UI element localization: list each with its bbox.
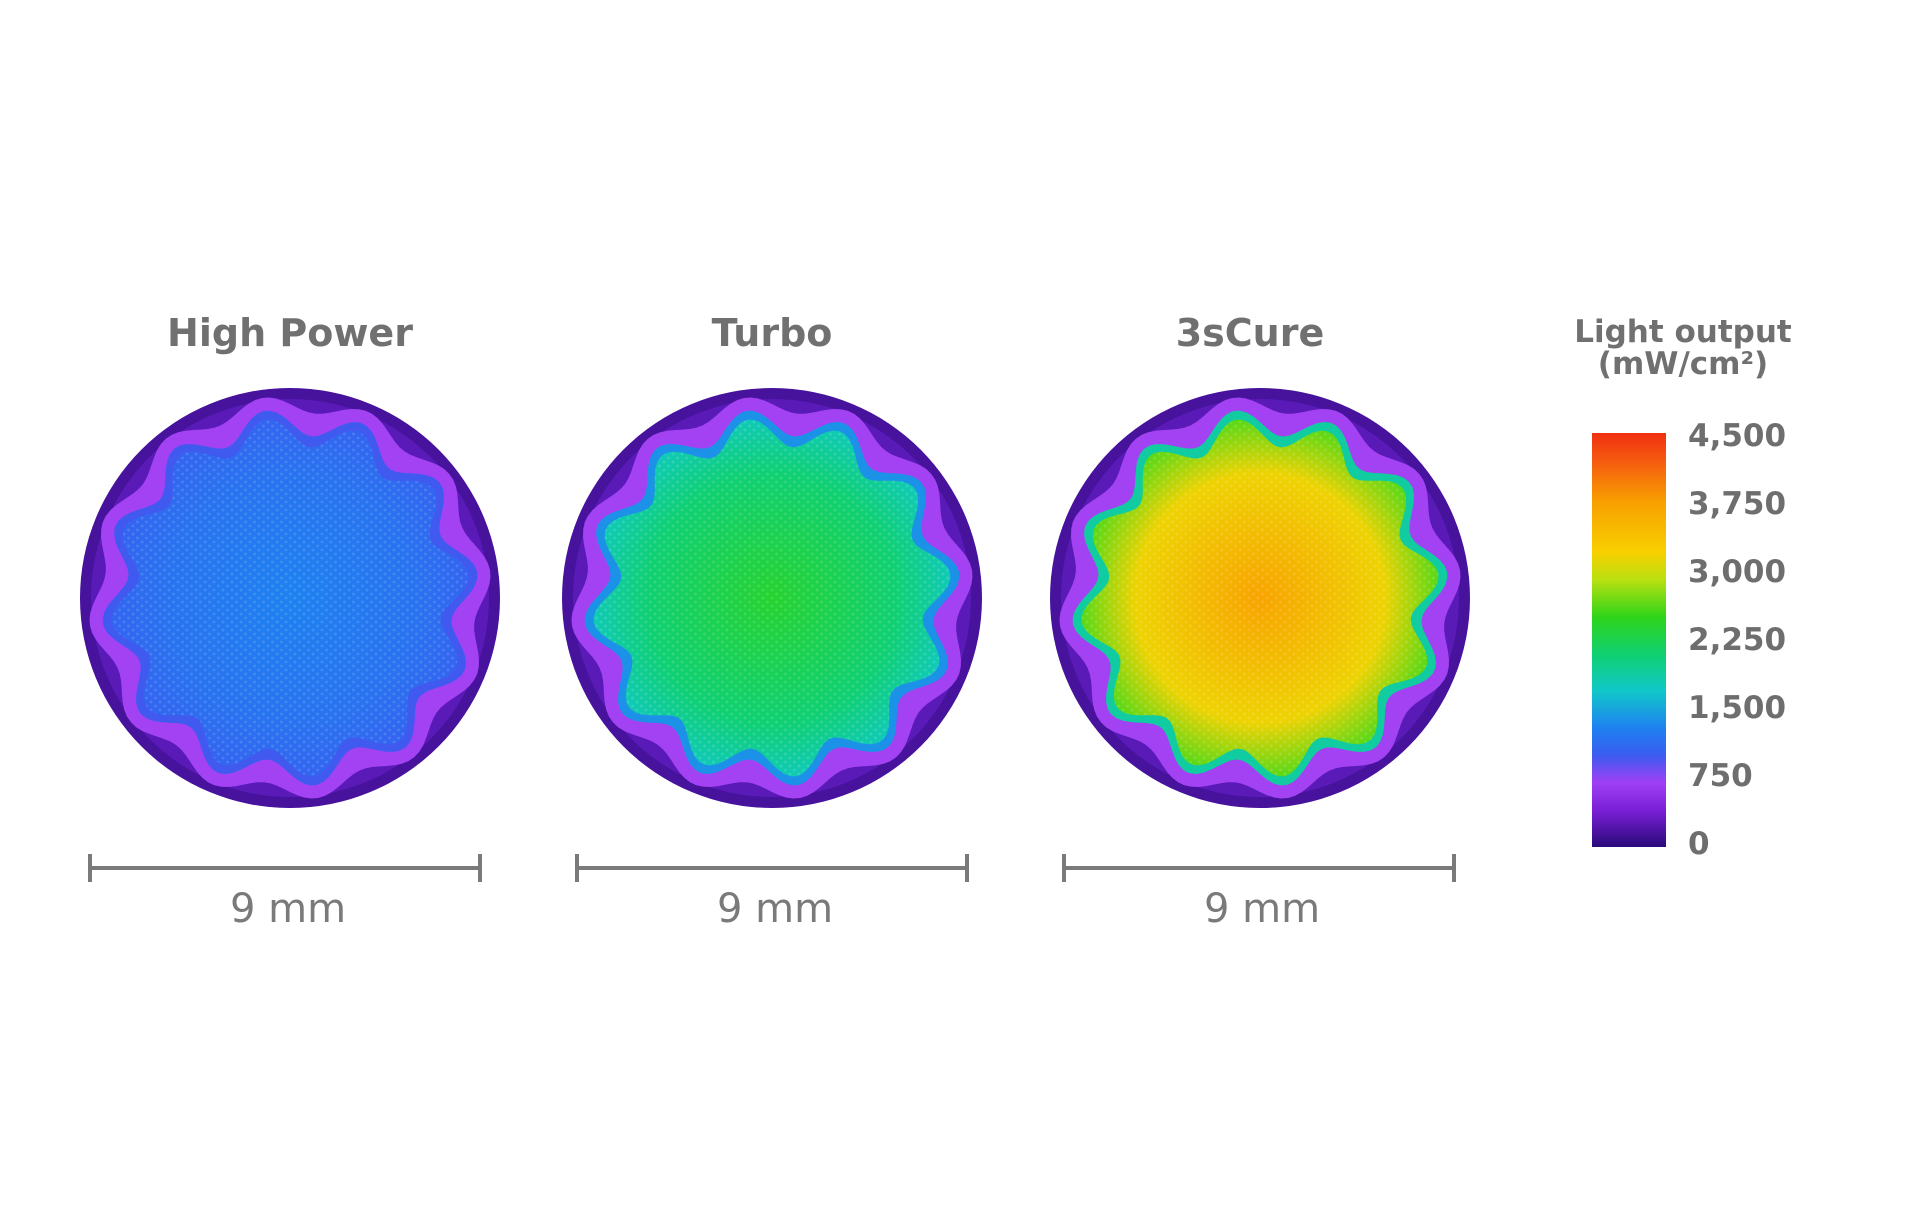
panel-title-turbo: Turbo [712, 311, 833, 355]
colorbar-tick-label: 3,750 [1688, 486, 1786, 522]
colorbar-ticks: 4,500 3,750 3,000 2,250 1,500 750 0 [1688, 418, 1786, 862]
spot-texture [593, 419, 951, 777]
colorbar-title-line2: (mW/cm²) [1598, 346, 1768, 382]
heatmap-spot-high-power [80, 388, 500, 808]
colorbar-tick-label: 4,500 [1688, 418, 1786, 454]
panel-3scure: 3sCure 9 mm [1050, 311, 1470, 932]
panel-title-high-power: High Power [167, 311, 413, 355]
colorbar-tick-label: 1,500 [1688, 690, 1786, 726]
colorbar-gradient [1592, 433, 1666, 847]
scale-bar-turbo [575, 854, 969, 882]
colorbar-tick-label: 750 [1688, 758, 1753, 794]
scale-label-turbo: 9 mm [717, 886, 833, 932]
heatmap-spot-3scure [1050, 388, 1470, 808]
scale-bar-high-power [88, 854, 482, 882]
spot-texture [111, 419, 469, 777]
spot-texture [1081, 419, 1439, 777]
colorbar-legend: Light output (mW/cm²) 4,500 3,750 3,000 2,2… [1574, 314, 1792, 862]
panel-turbo: Turbo 9 mm [562, 311, 982, 932]
scale-label-high-power: 9 mm [230, 886, 346, 932]
heatmap-spot-turbo [562, 388, 982, 808]
panel-title-3scure: 3sCure [1176, 311, 1325, 355]
scale-label-3scure: 9 mm [1204, 886, 1320, 932]
colorbar-tick-label: 0 [1688, 826, 1710, 862]
colorbar-tick-label: 2,250 [1688, 622, 1786, 658]
colorbar-title-line1: Light output [1574, 314, 1792, 350]
panel-high-power: High Power 9 mm [80, 311, 500, 932]
scale-bar-3scure [1062, 854, 1456, 882]
colorbar-tick-label: 3,000 [1688, 554, 1786, 590]
